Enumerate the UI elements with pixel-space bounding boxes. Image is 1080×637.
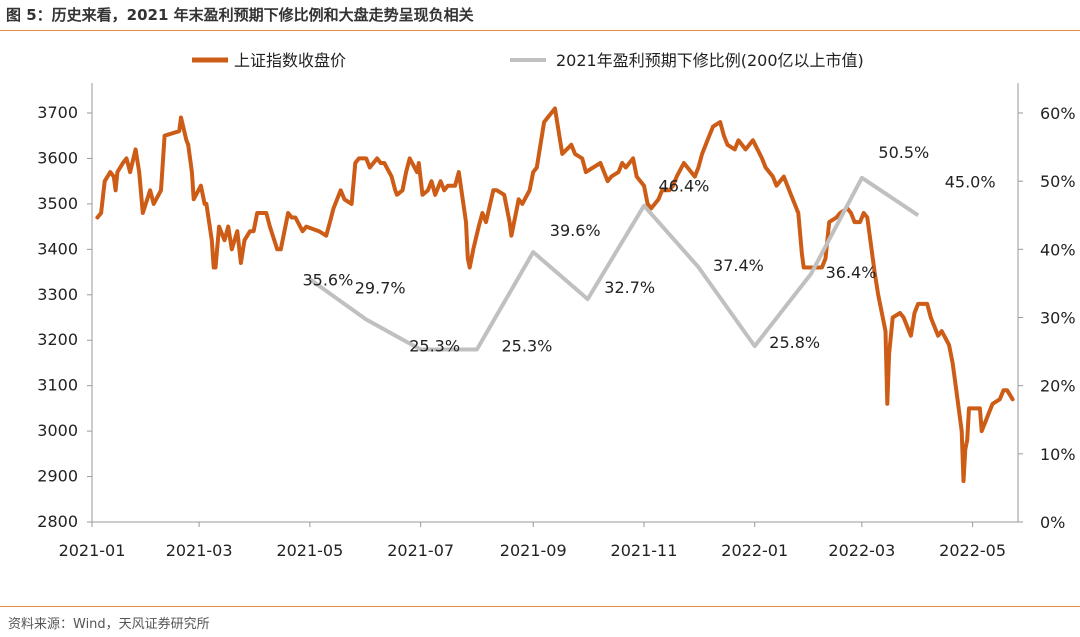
x-tick-label: 2021-09 — [500, 541, 567, 560]
left-tick-label: 3500 — [37, 194, 78, 213]
data-label: 50.5% — [878, 143, 929, 162]
series-line-ratio — [308, 175, 920, 352]
right-tick-label: 20% — [1040, 377, 1076, 396]
left-tick-label: 3200 — [37, 330, 78, 349]
data-label: 32.7% — [604, 278, 655, 297]
chart: 2800 2900 3000 3100 3200 3300 3400 3500 3600 3700… — [37, 51, 1076, 560]
left-tick-label: 3700 — [37, 103, 78, 122]
x-tick-label: 2021-07 — [387, 541, 454, 560]
data-labels: 35.6% 29.7% 25.3% 25.3% 39.6% 32.7% 46.4% 37.4%… — [302, 143, 995, 356]
data-label: 35.6% — [302, 270, 353, 289]
legend-label-index: 上证指数收盘价 — [234, 51, 346, 70]
data-label: 37.4% — [713, 256, 764, 275]
data-label: 25.3% — [502, 337, 553, 356]
x-tick-label: 2022-05 — [939, 541, 1006, 560]
right-tick-label: 0% — [1040, 513, 1065, 532]
left-tick-label: 2900 — [37, 467, 78, 486]
x-tick-label: 2022-01 — [721, 541, 788, 560]
right-tick-label: 50% — [1040, 172, 1076, 191]
left-tick-label: 3100 — [37, 376, 78, 395]
right-tick-label: 10% — [1040, 445, 1076, 464]
series-lines — [95, 106, 1015, 484]
source-note: 资料来源：Wind，天风证券研究所 — [8, 617, 210, 632]
right-tick-label: 40% — [1040, 240, 1076, 259]
right-tick-label: 30% — [1040, 309, 1076, 328]
left-tick-label: 3300 — [37, 285, 78, 304]
legend: 上证指数收盘价 2021年盈利预期下修比例(200亿以上市值) — [192, 51, 864, 70]
series-line-index — [95, 106, 1015, 484]
top-rule — [0, 30, 1080, 31]
data-label: 39.6% — [550, 221, 601, 240]
x-tick-label: 2021-01 — [59, 541, 126, 560]
data-label: 46.4% — [659, 177, 710, 196]
data-label: 29.7% — [355, 279, 406, 298]
x-tick-label: 2021-05 — [276, 541, 343, 560]
left-tick-label: 3400 — [37, 239, 78, 258]
data-label: 25.3% — [409, 337, 460, 356]
x-tick-label: 2022-03 — [828, 541, 895, 560]
x-tick-label: 2021-11 — [611, 541, 678, 560]
left-tick-label: 2800 — [37, 512, 78, 531]
data-label: 45.0% — [945, 172, 996, 191]
data-label: 25.8% — [769, 333, 820, 352]
x-tick-label: 2021-03 — [166, 541, 233, 560]
left-tick-label: 3600 — [37, 148, 78, 167]
legend-label-ratio: 2021年盈利预期下修比例(200亿以上市值) — [556, 51, 864, 70]
figure-title: 图 5：历史来看，2021 年末盈利预期下修比例和大盘走势呈现负相关 — [6, 6, 474, 24]
right-tick-label: 60% — [1040, 104, 1076, 123]
axes: 2800 2900 3000 3100 3200 3300 3400 3500 3600 3700… — [37, 83, 1076, 560]
data-label: 36.4% — [826, 263, 877, 282]
left-tick-label: 3000 — [37, 421, 78, 440]
bottom-rule — [0, 606, 1080, 607]
